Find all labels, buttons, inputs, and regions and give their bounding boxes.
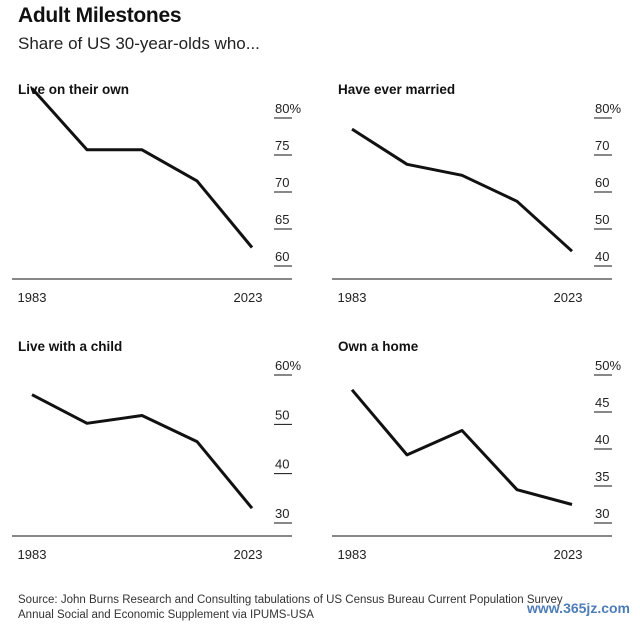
y-tick-label: 80% <box>595 101 621 116</box>
x-tick-label-start: 1983 <box>18 290 47 305</box>
y-tick-label: 80% <box>275 101 301 116</box>
x-tick-label-start: 1983 <box>338 547 367 562</box>
y-tick-label: 35 <box>595 469 609 484</box>
y-tick-label: 50% <box>595 358 621 373</box>
y-tick-label: 50 <box>595 212 609 227</box>
y-tick-label: 40 <box>595 249 609 264</box>
panel-title: Live on their own <box>18 82 129 97</box>
y-tick-label: 70 <box>595 138 609 153</box>
series-line <box>30 87 254 249</box>
panel-title: Own a home <box>338 339 419 354</box>
y-tick-label: 70 <box>275 175 289 190</box>
x-tick-label-start: 1983 <box>18 547 47 562</box>
panel-title: Have ever married <box>338 82 455 97</box>
source-line-2: Annual Social and Economic Supplement vi… <box>18 609 314 621</box>
y-tick-label: 75 <box>275 138 289 153</box>
source-line-1: Source: John Burns Research and Consulti… <box>18 594 563 606</box>
series-line <box>350 388 573 506</box>
series-line <box>351 127 574 253</box>
x-tick-label-end: 2023 <box>234 547 263 562</box>
chart-subtitle: Share of US 30-year-olds who... <box>18 34 260 53</box>
series-line <box>31 393 254 510</box>
y-tick-label: 30 <box>595 506 609 521</box>
panel-live-with-a-child: Live with a child 30 40 50 60% 1983 2023 <box>12 339 301 562</box>
panel-title: Live with a child <box>18 339 122 354</box>
panel-own-a-home: Own a home 30 35 40 45 50% 1983 2023 <box>332 339 621 562</box>
y-tick-label: 65 <box>275 212 289 227</box>
watermark-text: www.365jz.com <box>527 600 630 616</box>
y-tick-label: 45 <box>595 395 609 410</box>
x-tick-label-end: 2023 <box>234 290 263 305</box>
chart-title: Adult Milestones <box>18 4 182 27</box>
source-note: Source: John Burns Research and Consulti… <box>18 593 628 623</box>
y-tick-label: 60 <box>595 175 609 190</box>
panel-have-ever-married: Have ever married 40 50 60 70 80% 1983 2023 <box>332 82 621 305</box>
y-tick-label: 40 <box>275 457 289 472</box>
y-tick-label: 30 <box>275 506 289 521</box>
y-tick-label: 60 <box>275 249 289 264</box>
x-tick-label-end: 2023 <box>554 547 583 562</box>
panel-live-on-their-own: Live on their own 60 65 70 75 80% 1983 2023 <box>12 82 301 305</box>
x-tick-label-start: 1983 <box>338 290 367 305</box>
x-tick-label-end: 2023 <box>554 290 583 305</box>
y-tick-label: 60% <box>275 358 301 373</box>
y-tick-label: 50 <box>275 407 289 422</box>
y-tick-label: 40 <box>595 432 609 447</box>
